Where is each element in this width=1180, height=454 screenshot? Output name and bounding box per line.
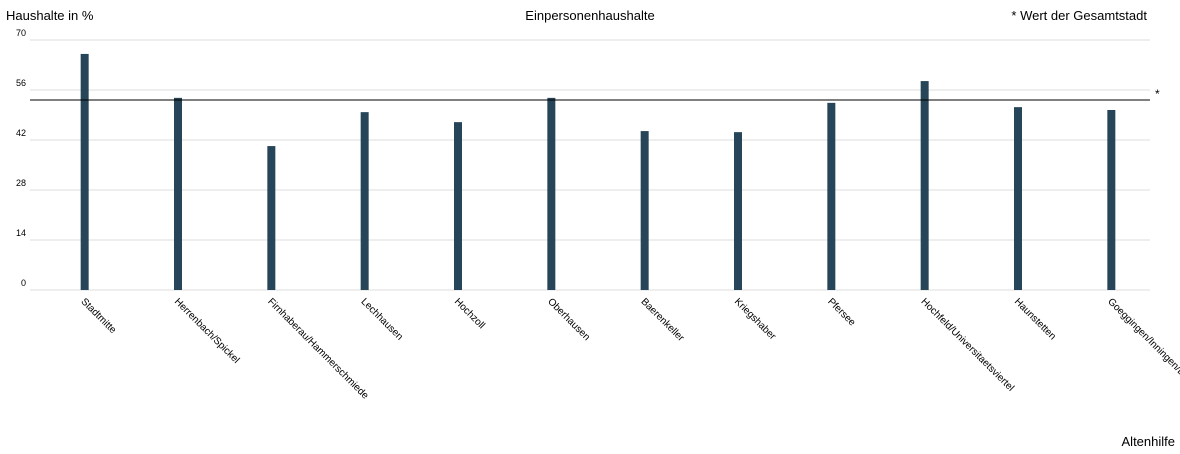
- reference-label: *: [1155, 87, 1160, 101]
- bar: [640, 131, 649, 290]
- y-tick-label: 28: [16, 178, 26, 188]
- x-tick-label: Baerenkeller: [639, 296, 687, 344]
- bar: [454, 122, 462, 291]
- x-tick-label: Hochfeld/Universitaetsviertel: [919, 296, 1016, 393]
- x-tick-label: Goeggingen/Inningen/B: [1105, 296, 1180, 378]
- bar: [920, 81, 929, 290]
- y-tick-label: 42: [16, 128, 26, 138]
- bar: [267, 146, 276, 290]
- x-tick-label: Firnhaberau/Hammerschmiede: [265, 296, 371, 402]
- bar: [360, 112, 369, 291]
- bar: [734, 132, 742, 290]
- y-tick-label: 14: [16, 228, 26, 238]
- x-tick-label: Hochzoll: [452, 296, 487, 331]
- x-tick-label: Stadtmitte: [79, 296, 119, 336]
- footer: Altenhilfe: [1122, 434, 1175, 449]
- x-tick-label: Herrenbach/Spickel: [172, 296, 241, 365]
- bar: [1014, 107, 1022, 291]
- x-tick-label: Pfersee: [825, 296, 857, 328]
- bar: [174, 97, 182, 290]
- bar: [1107, 110, 1116, 290]
- y-tick-label: 70: [16, 28, 26, 38]
- note: * Wert der Gesamtstadt: [1011, 8, 1147, 23]
- bar: [547, 97, 556, 290]
- x-tick-label: Lechhausen: [359, 296, 405, 342]
- bar: [827, 102, 836, 290]
- y-tick-label: 56: [16, 78, 26, 88]
- y-axis-label: Haushalte in %: [6, 8, 94, 23]
- bar: [80, 53, 89, 290]
- x-tick-label: Kriegshaber: [732, 296, 778, 342]
- y-tick-label: 0: [21, 278, 26, 288]
- x-tick-label: Oberhausen: [545, 296, 592, 343]
- chart-title: Einpersonenhaushalte: [525, 8, 654, 23]
- x-tick-label: Haunstetten: [1012, 296, 1058, 342]
